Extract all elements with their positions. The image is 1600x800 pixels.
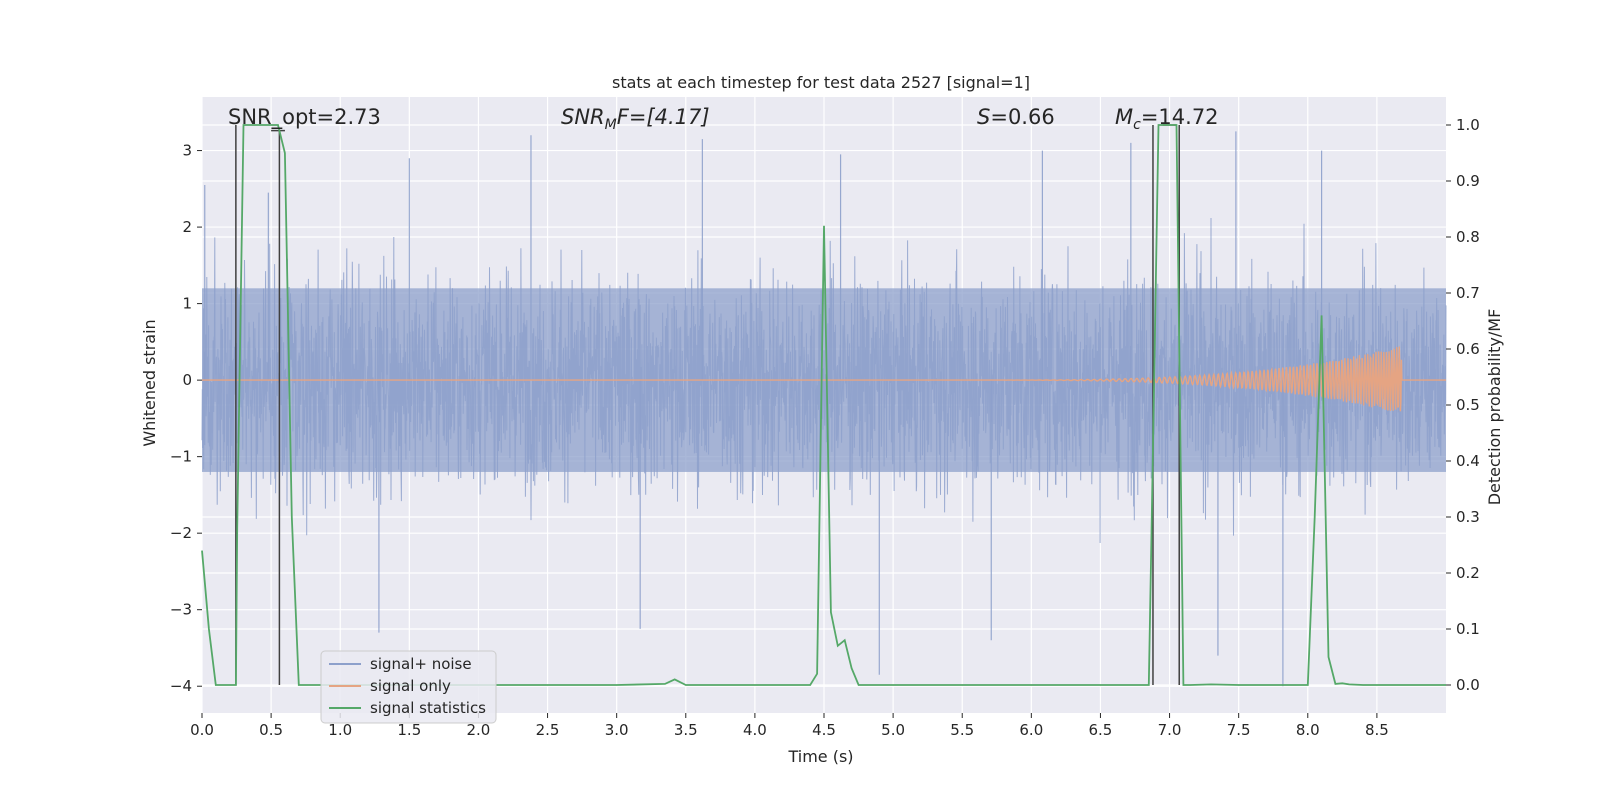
y-left-axis-ticks: 3 2 1 0 −1 −2 −3 −4 (170, 142, 202, 695)
annotation-s-rest: =0.66 (990, 105, 1054, 129)
y-right-tick-label: 0.1 (1456, 620, 1480, 638)
x-tick-label: 1.5 (397, 721, 421, 739)
annotation-snr-mf-sub: M (605, 117, 617, 133)
x-tick-label: 3.5 (674, 721, 698, 739)
annotation-s: S=0.66 (977, 105, 1055, 129)
annotation-mc-rest: =14.72 (1141, 105, 1219, 129)
y-right-axis-label: Detection probability/MF (1485, 309, 1504, 506)
y-left-tick-label: 0 (182, 371, 192, 389)
annotation-s-main: S (977, 105, 990, 129)
x-tick-label: 2.5 (536, 721, 560, 739)
x-tick-label: 7.0 (1158, 721, 1182, 739)
stats-trace (201, 124, 1446, 686)
y-left-tick-label: 2 (182, 218, 192, 236)
y-left-tick-label: 1 (182, 295, 192, 313)
legend: signal+ noise signal only signal statist… (320, 650, 497, 724)
y-right-tick-label: 0.8 (1456, 228, 1480, 246)
x-tick-label: 5.0 (881, 721, 905, 739)
x-tick-label: 0.5 (259, 721, 283, 739)
x-tick-label: 6.5 (1089, 721, 1113, 739)
x-tick-label: 2.0 (467, 721, 491, 739)
x-tick-label: 6.0 (1019, 721, 1043, 739)
signal-trace (202, 346, 1446, 412)
signal-only-series (202, 346, 1446, 412)
y-right-tick-label: 0.0 (1456, 676, 1480, 694)
y-left-axis-label: Whitened strain (140, 319, 159, 446)
y-left-tick-label: −3 (170, 601, 192, 619)
signal-statistics-series (201, 124, 1446, 686)
x-tick-label: 7.5 (1227, 721, 1251, 739)
y-right-tick-label: 0.9 (1456, 172, 1480, 190)
y-right-tick-label: 0.7 (1456, 284, 1480, 302)
legend-label-signal: signal only (370, 677, 451, 695)
annotation-mc-sub: c (1133, 117, 1141, 133)
y-left-tick-label: 3 (182, 142, 192, 160)
y-left-tick-label: −4 (170, 677, 192, 695)
x-axis-ticks: 0.0 0.5 1.0 1.5 2.0 2.5 3.0 3.5 4.0 4.5 5.0 5.5 6.0 6… (190, 713, 1389, 739)
y-left-tick-label: −2 (170, 524, 192, 542)
annotation-mc: Mc=14.72 (1115, 105, 1219, 133)
y-left-tick-label: −1 (170, 448, 192, 466)
y-right-tick-label: 0.5 (1456, 396, 1480, 414)
annotation-snr-mf: SNRMF=[4.17] (561, 105, 710, 133)
x-tick-label: 8.0 (1296, 721, 1320, 739)
legend-label-noise: signal+ noise (370, 655, 472, 673)
x-tick-label: 4.0 (743, 721, 767, 739)
y-right-axis-ticks: 1.0 0.9 0.8 0.7 0.6 0.5 0.4 0.3 0.2 0.1 0.0 (1446, 116, 1480, 694)
annotation-snr-mf-rest: F=[4.17] (617, 105, 710, 129)
annotation-snr-mf-main: SNR (561, 105, 605, 129)
y-right-tick-label: 0.2 (1456, 564, 1480, 582)
legend-label-stats: signal statistics (370, 699, 486, 717)
annotation-snr-opt: SNR_opt=2.73 (228, 105, 381, 130)
y-right-tick-label: 0.6 (1456, 340, 1480, 358)
y-right-tick-label: 0.3 (1456, 508, 1480, 526)
chart-title: stats at each timestep for test data 252… (612, 73, 1030, 92)
x-tick-label: 1.0 (328, 721, 352, 739)
x-tick-label: 0.0 (190, 721, 214, 739)
y-right-tick-label: 1.0 (1456, 116, 1480, 134)
x-tick-label: 4.5 (812, 721, 836, 739)
y-right-tick-label: 0.4 (1456, 452, 1480, 470)
x-axis-label: Time (s) (787, 747, 853, 766)
x-tick-label: 8.5 (1365, 721, 1389, 739)
x-tick-label: 3.0 (605, 721, 629, 739)
x-tick-label: 5.5 (950, 721, 974, 739)
annotation-mc-main: M (1115, 105, 1133, 129)
legend-box (320, 650, 497, 724)
